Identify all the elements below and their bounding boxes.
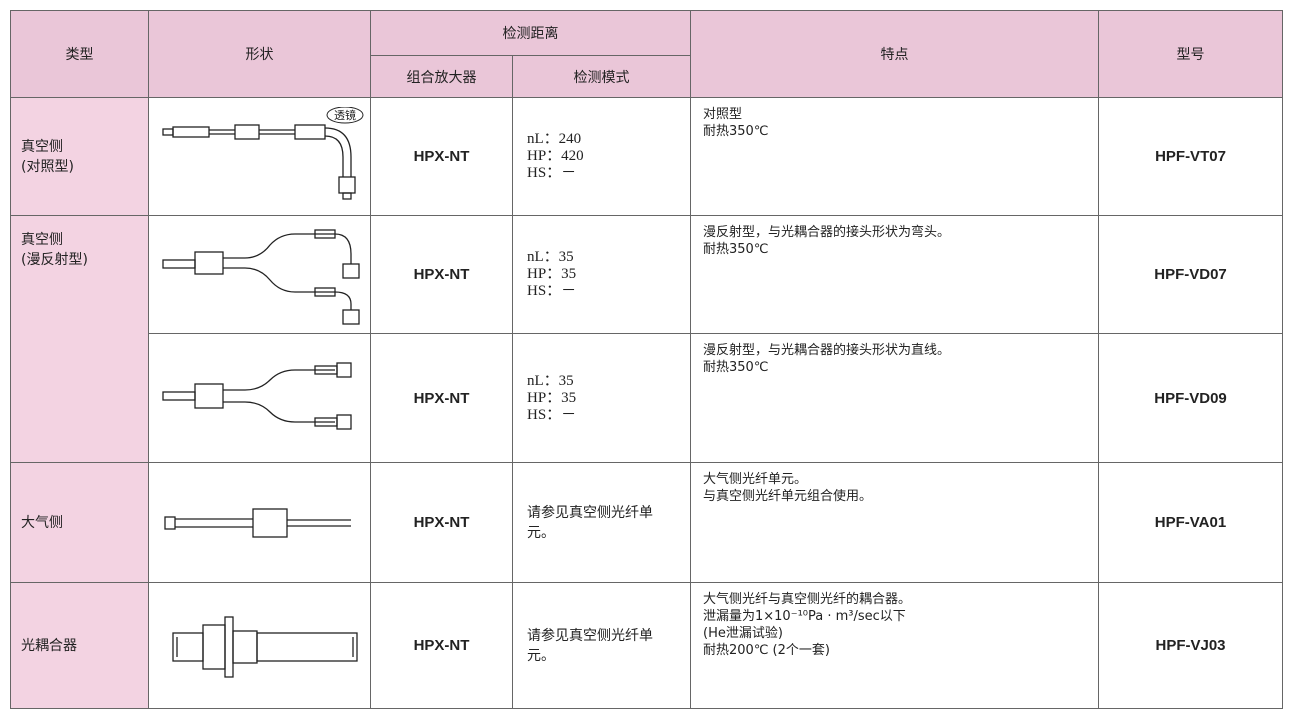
mode-cell: nL：35 HP：35 HS：－: [512, 215, 691, 334]
text-line: 真空侧: [21, 138, 63, 155]
table-row: 真空侧 (漫反射型) HPX-NT nL：35 HP：35 HS：－ 漫反射型，与光耦合器的…: [10, 215, 1283, 463]
text-line: 与真空侧光纤单元组合使用。: [703, 489, 873, 504]
text-line: HP：35: [527, 266, 577, 282]
shape-cell: [148, 333, 371, 463]
text-line: HP：35: [527, 389, 577, 406]
header-type: 类型: [10, 10, 149, 98]
model-cell: HPF-VA01: [1098, 462, 1283, 583]
text-line: nL：35: [527, 372, 574, 389]
header-distance: 检测距离: [370, 10, 691, 56]
text-line: (对照型): [21, 158, 74, 175]
shape-drawing: 透镜: [161, 106, 363, 200]
header-shape: 形状: [148, 10, 371, 98]
text-line: 耐热200℃ (2个一套): [703, 643, 830, 658]
text-line: 大气侧: [21, 514, 63, 531]
table-row: 大气侧 HPX-NT 请参见真空侧光纤单元。 大气侧光纤单元。 与真空侧光纤单元组合使用…: [10, 462, 1283, 583]
text-line: nL：240: [527, 131, 582, 147]
text-line: 对照型: [703, 107, 743, 122]
features-cell: 大气侧光纤单元。与真空侧光纤单元组合使用。: [690, 462, 1099, 583]
text-line: nL：35: [527, 249, 574, 265]
text-line: (He泄漏试验): [703, 626, 783, 641]
shape-drawing: [163, 507, 351, 538]
header-mode: 检测模式: [512, 55, 691, 98]
mode-cell: nL：35 HP：35 HS：－: [512, 333, 691, 463]
text-line: 漫反射型，与光耦合器的接头形状为弯头。: [703, 225, 951, 240]
table-row: 真空侧 (对照型) 透镜 HPX-NT nL：240 HP：420 HS：－ 对照型 耐热350…: [10, 97, 1283, 216]
mode-cell: 请参见真空侧光纤单元。: [512, 462, 691, 583]
amplifier-cell: HPX-NT: [370, 215, 513, 334]
amplifier-cell: HPX-NT: [370, 97, 513, 216]
table-row: HPX-NT nL：35 HP：35 HS：－ 漫反射型，与光耦合器的接头形状为直线。耐…: [11, 333, 1283, 463]
model-cell: HPF-VD09: [1098, 333, 1283, 463]
text-line: 大气侧光纤与真空侧光纤的耦合器。: [703, 592, 912, 607]
shape-cell: 透镜: [148, 97, 371, 216]
table-row: 光耦合器 HPX-NT 请参见真空侧光纤单元。 大气侧光纤与真空侧光纤的耦合器。 泄漏量…: [10, 582, 1283, 709]
lens-label: 透镜: [334, 108, 356, 122]
text-line: (漫反射型): [21, 252, 88, 268]
text-line: 请参见真空侧光纤单元。: [527, 627, 653, 664]
type-cell: 真空侧 (漫反射型): [10, 215, 149, 463]
text-line: HS：－: [527, 406, 577, 423]
shape-drawing: [161, 362, 352, 430]
shape-cell: [148, 215, 371, 334]
amplifier-cell: HPX-NT: [370, 462, 513, 583]
amplifier-cell: HPX-NT: [370, 333, 513, 463]
features-cell: 大气侧光纤与真空侧光纤的耦合器。 泄漏量为1×10⁻¹⁰Pa · m³/sec以下…: [690, 582, 1099, 709]
type-cell: 大气侧: [10, 462, 149, 583]
shape-drawing: [161, 228, 360, 325]
features-cell: 漫反射型，与光耦合器的接头形状为弯头。 耐热350℃: [690, 215, 1099, 334]
text-line: HP：420: [527, 148, 584, 164]
model-cell: HPF-VJ03: [1098, 582, 1283, 709]
text-line: 光耦合器: [21, 637, 77, 654]
text-line: 耐热350℃: [703, 124, 769, 139]
text-line: 耐热350℃: [703, 242, 769, 257]
header-features: 特点: [690, 10, 1099, 98]
table-body: 真空侧 (对照型) 透镜 HPX-NT nL：240 HP：420 HS：－ 对照型 耐热350…: [10, 97, 1283, 709]
text-line: 请参见真空侧光纤单元。: [527, 504, 653, 541]
text-line: HS：－: [527, 165, 577, 181]
text-line: 泄漏量为1×10⁻¹⁰Pa · m³/sec以下: [703, 609, 906, 624]
spec-table: 类型 形状 检测距离 特点 型号 组合放大器 检测模式 真空侧 (对照型) 透镜 HP…: [10, 10, 1283, 709]
type-cell: 光耦合器: [10, 582, 149, 709]
shape-cell: [148, 462, 371, 583]
text-line: 真空侧: [21, 232, 63, 248]
mode-cell: 请参见真空侧光纤单元。: [512, 582, 691, 709]
type-cell: 真空侧 (对照型): [10, 97, 149, 216]
header-amplifier: 组合放大器: [370, 55, 513, 98]
text-line: HS：－: [527, 283, 577, 299]
shape-drawing: [171, 615, 358, 678]
features-cell: 漫反射型，与光耦合器的接头形状为直线。 耐热350℃: [690, 333, 1099, 463]
text-line: 漫反射型，与光耦合器的接头形状为直线。: [703, 343, 951, 358]
shape-cell: [148, 582, 371, 709]
header-model: 型号: [1098, 10, 1283, 98]
text-line: 耐热350℃: [703, 360, 769, 375]
features-cell: 对照型耐热350℃: [690, 97, 1099, 216]
model-cell: HPF-VD07: [1098, 215, 1283, 334]
mode-cell: nL：240 HP：420 HS：－: [512, 97, 691, 216]
model-cell: HPF-VT07: [1098, 97, 1283, 216]
amplifier-cell: HPX-NT: [370, 582, 513, 709]
text-line: 大气侧光纤单元。: [703, 472, 808, 487]
